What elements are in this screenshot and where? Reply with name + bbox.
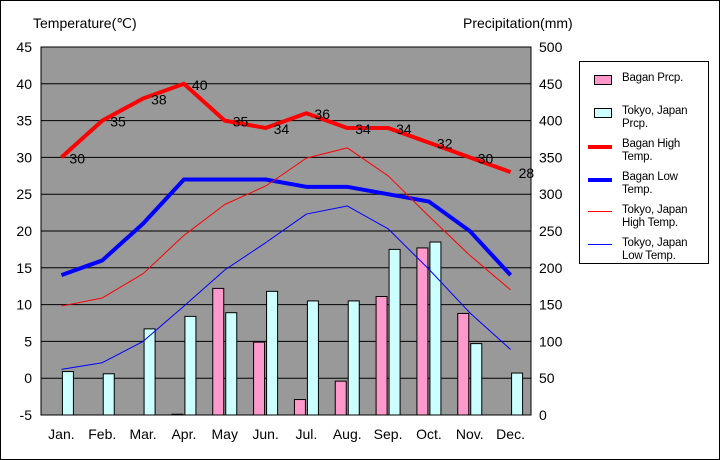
data-label: 34 — [274, 121, 290, 137]
legend-label: Tokyo, Japan High Temp. — [622, 204, 688, 229]
data-label: 40 — [192, 77, 208, 93]
left-tick-label: 5 — [24, 333, 32, 349]
x-tick-label: Jan. — [48, 426, 74, 442]
precip-bar — [347, 300, 360, 416]
data-label: 30 — [69, 150, 85, 166]
x-tick-label: Oct. — [416, 426, 442, 442]
right-tick-label: 150 — [539, 297, 563, 313]
precip-bar — [225, 312, 238, 416]
left-tick-label: 20 — [16, 223, 32, 239]
precip-bar — [171, 413, 184, 416]
left-tick-label: 10 — [16, 297, 32, 313]
data-label: 30 — [478, 150, 494, 166]
x-tick-label: Sep. — [374, 426, 403, 442]
right-axis-title: Precipitation(mm) — [463, 15, 573, 31]
x-tick-label: Feb. — [88, 426, 116, 442]
precip-bar — [102, 373, 115, 416]
precip-bar — [143, 328, 156, 416]
data-label: 36 — [314, 106, 330, 122]
data-label: 34 — [396, 121, 412, 137]
data-label: 34 — [355, 121, 371, 137]
x-tick-label: Aug. — [333, 426, 362, 442]
right-tick-label: 50 — [539, 370, 555, 386]
precip-bar — [266, 290, 279, 416]
precip-bar — [375, 296, 388, 416]
legend-label: Tokyo, Japan Low Temp. — [622, 237, 688, 262]
right-tick-label: 350 — [539, 149, 563, 165]
precip-bar — [511, 372, 524, 416]
legend-item: Bagan Prcp. — [580, 66, 708, 98]
left-tick-label: 25 — [16, 186, 32, 202]
right-tick-label: 200 — [539, 260, 563, 276]
legend-label: Bagan Prcp. — [622, 72, 684, 84]
legend-swatch — [594, 108, 612, 118]
precip-bar — [457, 312, 470, 416]
x-tick-label: Nov. — [456, 426, 484, 442]
precip-bar — [253, 341, 266, 416]
left-tick-label: 15 — [16, 260, 32, 276]
temp-line — [60, 81, 512, 175]
precip-bar — [388, 248, 401, 416]
right-tick-label: 0 — [539, 407, 547, 423]
legend-swatch — [588, 178, 612, 182]
legend-item: Tokyo, Japan High Temp. — [580, 198, 708, 230]
legend-swatch — [588, 211, 612, 212]
legend-item: Tokyo, Japan Prcp. — [580, 99, 708, 131]
x-tick-label: Mar. — [129, 426, 156, 442]
right-tick-label: 100 — [539, 333, 563, 349]
right-tick-label: 450 — [539, 76, 563, 92]
left-tick-label: 30 — [16, 149, 32, 165]
legend-item: Bagan High Temp. — [580, 132, 708, 164]
x-tick-label: Apr. — [171, 426, 196, 442]
left-tick-label: 0 — [24, 370, 32, 386]
x-tick-label: May — [212, 426, 238, 442]
left-tick-label: -5 — [20, 407, 33, 423]
left-tick-label: 35 — [16, 113, 32, 129]
precip-bar — [306, 300, 319, 416]
legend-label: Bagan Low Temp. — [622, 171, 678, 196]
legend: Bagan Prcp. Tokyo, Japan Prcp. Bagan High … — [579, 61, 709, 264]
legend-swatch — [588, 244, 612, 245]
left-tick-label: 40 — [16, 76, 32, 92]
data-label: 28 — [519, 165, 535, 181]
legend-swatch — [594, 75, 612, 85]
data-label: 35 — [233, 114, 249, 130]
right-tick-label: 400 — [539, 113, 563, 129]
precip-bar — [334, 380, 347, 416]
left-tick-label: 45 — [16, 39, 32, 55]
legend-label: Bagan High Temp. — [622, 138, 681, 163]
precip-bar — [470, 343, 483, 416]
precip-bar — [212, 287, 225, 416]
temp-line — [61, 147, 511, 307]
precip-bar — [429, 241, 442, 416]
temp-line — [60, 177, 513, 278]
precip-bar — [184, 315, 197, 416]
precip-bar — [61, 371, 74, 416]
precip-bar — [416, 247, 429, 416]
data-label: 38 — [151, 92, 167, 108]
data-label: 35 — [110, 114, 126, 130]
right-tick-label: 500 — [539, 39, 563, 55]
precip-bar — [293, 399, 306, 416]
x-tick-label: Dec. — [496, 426, 525, 442]
legend-label: Tokyo, Japan Prcp. — [622, 105, 688, 130]
legend-item: Bagan Low Temp. — [580, 165, 708, 197]
legend-swatch — [588, 145, 612, 149]
right-tick-label: 300 — [539, 186, 563, 202]
right-tick-label: 250 — [539, 223, 563, 239]
temp-line — [61, 205, 511, 370]
left-axis-title: Temperature(℃) — [33, 15, 137, 31]
legend-item: Tokyo, Japan Low Temp. — [580, 231, 708, 263]
data-label: 32 — [437, 136, 453, 152]
x-tick-label: Jun. — [252, 426, 278, 442]
x-tick-label: Jul. — [296, 426, 318, 442]
